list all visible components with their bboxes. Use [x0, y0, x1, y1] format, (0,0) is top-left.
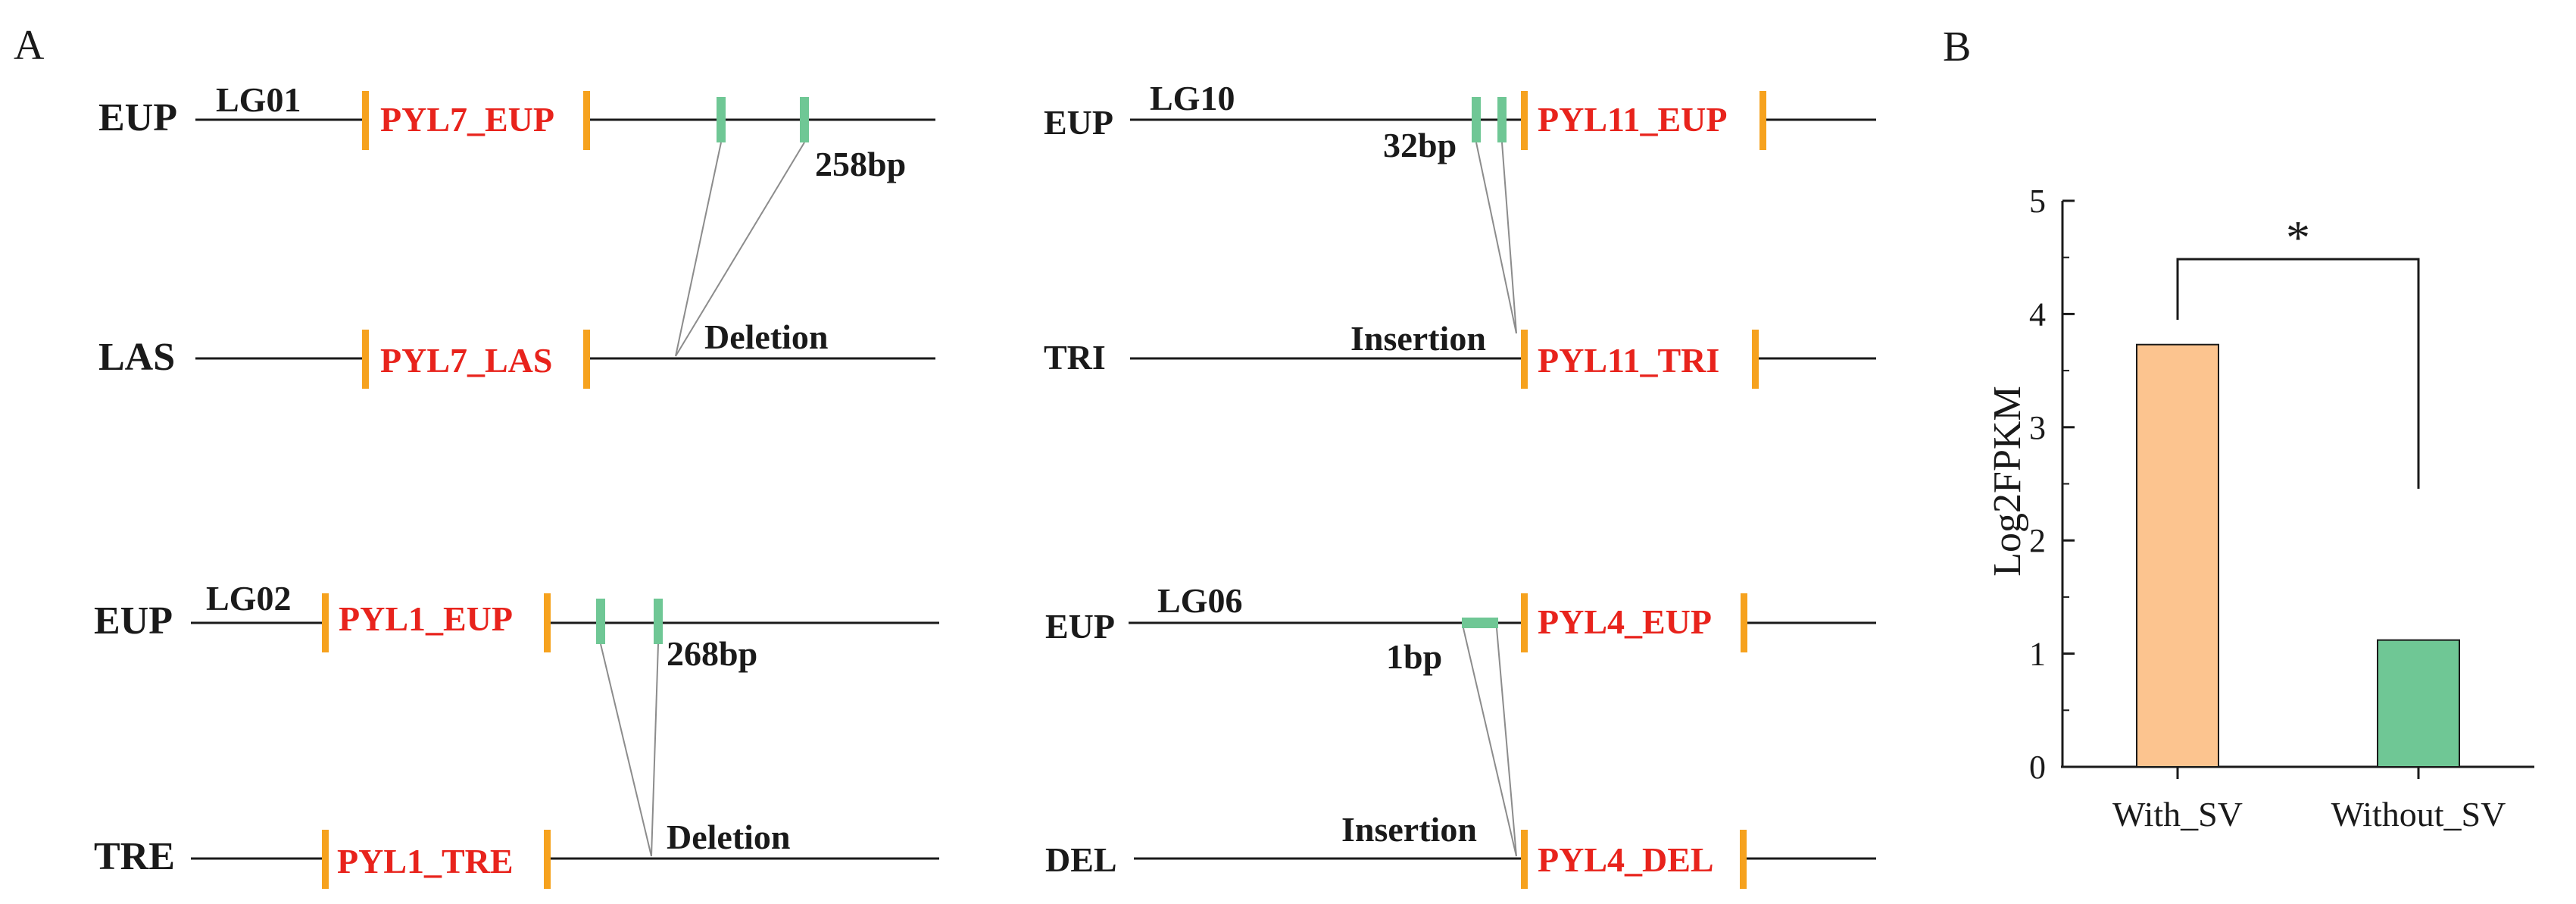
- gene-label-top: PYL4_EUP: [1538, 602, 1712, 641]
- sv-event-label: Insertion: [1350, 319, 1486, 358]
- bar-chart: Log2FPKM 0 1 2 3 4 5 With_SV Without_SV *: [1986, 183, 2534, 834]
- sv-event-label: Deletion: [667, 818, 791, 856]
- gene-boundary-left: [1521, 330, 1528, 389]
- gene-boundary-left: [1521, 830, 1528, 889]
- sv-size-label: 32bp: [1383, 126, 1457, 164]
- y-tick-label: 1: [2029, 636, 2046, 673]
- block-pyl11: EUP LG10 32bp PYL11_EUP TRI Insertion PY…: [1044, 79, 1876, 389]
- species-label-bottom: TRI: [1044, 338, 1106, 377]
- connector-line: [651, 643, 659, 857]
- gene-boundary-right: [544, 830, 551, 889]
- sv-marker: [654, 599, 663, 644]
- y-tick-label: 3: [2029, 409, 2046, 446]
- gene-label-bottom: PYL1_TRE: [337, 842, 514, 881]
- gene-boundary-right: [1752, 330, 1759, 389]
- sv-size-label: 258bp: [815, 145, 906, 183]
- gene-boundary-right: [583, 91, 590, 150]
- gene-boundary-right: [1741, 593, 1747, 652]
- significance-bracket: [2176, 258, 2420, 489]
- linkage-group-label: LG10: [1150, 79, 1235, 117]
- species-label-bottom: DEL: [1045, 840, 1117, 879]
- gene-label-top: PYL7_EUP: [380, 100, 554, 139]
- sv-size-label: 268bp: [667, 634, 757, 673]
- species-label-bottom: LAS: [98, 336, 175, 379]
- panel-a-label: A: [14, 22, 45, 69]
- gene-boundary-right: [544, 593, 551, 652]
- species-label-top: EUP: [98, 96, 177, 139]
- species-label-top: EUP: [1044, 103, 1113, 142]
- gene-label-bottom: PYL7_LAS: [380, 341, 552, 380]
- connector-line: [1475, 142, 1517, 334]
- block-pyl7: EUP LG01 PYL7_EUP 258bp LAS PYL7_LAS Del…: [98, 80, 935, 389]
- sv-marker: [1462, 618, 1498, 628]
- species-label-top: EUP: [1045, 607, 1115, 646]
- sv-event-label: Deletion: [704, 317, 829, 356]
- sv-marker: [1497, 97, 1507, 142]
- y-tick-label: 4: [2029, 296, 2046, 333]
- connector-line: [1496, 627, 1517, 857]
- sv-size-label: 1bp: [1386, 637, 1442, 676]
- sv-marker: [717, 97, 726, 142]
- block-pyl1: EUP LG02 PYL1_EUP 268bp TRE PYL1_TRE Del…: [94, 579, 939, 889]
- y-axis-title: Log2FPKM: [1986, 386, 2029, 576]
- connector-line: [1501, 142, 1517, 334]
- gene-boundary-left: [1521, 91, 1528, 150]
- connector-line: [600, 643, 652, 857]
- bar-with-sv: [2136, 343, 2219, 768]
- gene-boundary-left: [362, 91, 369, 150]
- linkage-group-label: LG02: [206, 579, 291, 618]
- gene-boundary-left: [322, 593, 329, 652]
- y-tick-label: 2: [2029, 522, 2046, 559]
- linkage-group-label: LG01: [216, 80, 301, 119]
- gene-boundary-right: [1740, 830, 1747, 889]
- species-label-top: EUP: [94, 599, 173, 643]
- connector-line: [675, 142, 722, 357]
- gene-boundary-left: [362, 330, 369, 389]
- gene-label-bottom: PYL11_TRI: [1538, 341, 1719, 380]
- sv-marker: [800, 97, 809, 142]
- sv-marker: [1472, 97, 1481, 142]
- panel-b-label: B: [1943, 23, 1971, 70]
- bar-without-sv: [2377, 639, 2460, 768]
- species-label-bottom: TRE: [94, 835, 175, 878]
- connector-line: [675, 142, 805, 357]
- connector-line: [1463, 627, 1517, 857]
- gene-label-bottom: PYL4_DEL: [1538, 840, 1714, 879]
- gene-boundary-right: [1759, 91, 1766, 150]
- gene-boundary-right: [583, 330, 590, 389]
- y-tick-label: 0: [2029, 749, 2046, 786]
- x-tick-label: Without_SV: [2331, 795, 2506, 834]
- sv-event-label: Insertion: [1341, 810, 1477, 849]
- y-tick-label: 5: [2029, 183, 2046, 220]
- significance-star: *: [2286, 211, 2310, 264]
- x-tick-label: With_SV: [2112, 795, 2243, 834]
- gene-label-top: PYL1_EUP: [339, 599, 513, 638]
- gene-boundary-left: [1521, 593, 1528, 652]
- sv-marker: [596, 599, 605, 644]
- gene-boundary-left: [322, 830, 329, 889]
- linkage-group-label: LG06: [1157, 581, 1242, 620]
- gene-label-top: PYL11_EUP: [1538, 100, 1727, 139]
- block-pyl4: EUP LG06 1bp PYL4_EUP DEL Insertion PYL4…: [1045, 581, 1876, 889]
